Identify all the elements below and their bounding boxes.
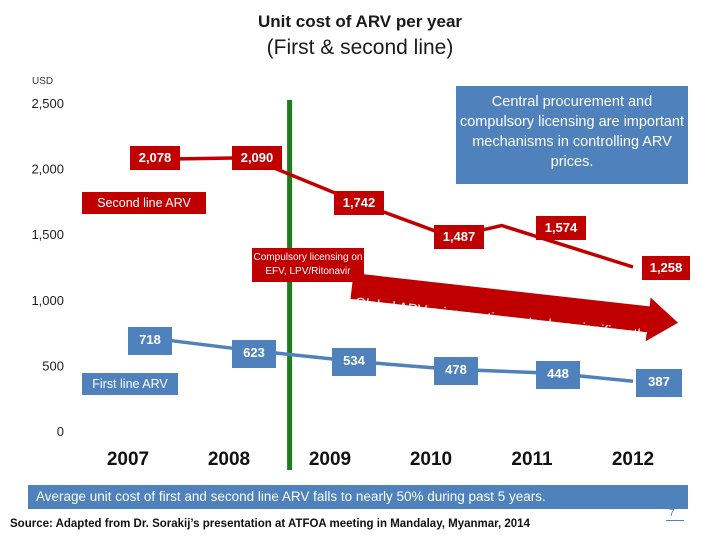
- y-tick-label: 0: [57, 424, 64, 439]
- x-tick-label: 2011: [511, 449, 553, 470]
- red-label-2010b: 1,574: [536, 216, 586, 240]
- red-label-2012: 1,258: [642, 256, 690, 280]
- x-tick-label: 2009: [309, 449, 351, 470]
- summary-banner: Average unit cost of first and second li…: [28, 485, 688, 509]
- blue-label-2010: 478: [434, 357, 478, 385]
- y-tick-label: 2,000: [31, 162, 64, 177]
- blue-label-2011: 448: [536, 361, 580, 389]
- blue-label-2008: 623: [232, 340, 276, 368]
- y-tick-label: 2,500: [31, 96, 64, 111]
- price-drop-arrow: [350, 273, 678, 342]
- blue-label-2007: 718: [128, 327, 172, 355]
- page-number-rule: [666, 520, 684, 521]
- first-line-legend: First line ARV: [82, 373, 178, 395]
- red-label-2008: 2,090: [232, 146, 282, 170]
- blue-label-2009: 534: [332, 348, 376, 376]
- x-tick-label: 2007: [107, 449, 149, 470]
- y-axis-label: USD: [32, 76, 54, 87]
- x-tick-label: 2008: [208, 449, 250, 470]
- procurement-callout: Central procurement and compulsory licen…: [456, 86, 688, 184]
- red-label-2010: 1,487: [434, 225, 484, 249]
- source-note: Source: Adapted from Dr. Sorakij’s prese…: [10, 518, 530, 530]
- y-tick-label: 1,500: [31, 227, 64, 242]
- page-number: 7: [669, 508, 675, 519]
- chart-subtitle: (First & second line): [266, 36, 454, 59]
- chart-title: Unit cost of ARV per year: [257, 12, 463, 31]
- x-tick-label: 2010: [410, 449, 452, 470]
- red-label-2009: 1,742: [334, 191, 384, 215]
- compulsory-licensing-box: Compulsory licensing on EFV, LPV/Ritonav…: [252, 248, 364, 282]
- red-label-2007: 2,078: [130, 146, 180, 170]
- y-tick-label: 1,000: [31, 293, 64, 308]
- x-tick-label: 2012: [612, 449, 654, 470]
- blue-label-2012: 387: [636, 369, 682, 397]
- second-line-legend: Second line ARV: [82, 192, 206, 214]
- y-tick-label: 500: [42, 358, 64, 373]
